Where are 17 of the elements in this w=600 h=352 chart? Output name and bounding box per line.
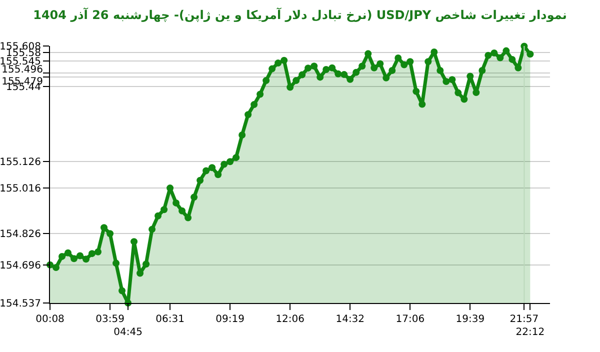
y-tick-label: 154.826 — [0, 229, 41, 240]
x-tick-label: 21:57 — [510, 314, 539, 325]
y-tick-label: 154.537 — [0, 298, 41, 310]
x-tick-label: 04:45 — [114, 327, 142, 338]
x-tick-label: 00:08 — [36, 314, 64, 325]
y-tick-label: 155.126 — [0, 157, 41, 168]
x-tick-label: 09:19 — [216, 314, 244, 325]
chart-title: نمودار تغییرات شاخص USD/JPY (نرخ تبادل دلار آمریکا و ین ژاپن)- چهارشنبه 26 آذر 1404 — [32, 8, 568, 22]
x-tick-label: 03:59 — [96, 314, 124, 325]
x-tick-label: 12:06 — [276, 314, 305, 325]
y-tick-label: 155.016 — [0, 184, 41, 195]
x-tick-label: 22:12 — [516, 327, 545, 338]
y-tick-label: 154.696 — [0, 260, 41, 272]
x-tick-label: 19:39 — [456, 314, 485, 325]
x-tick-label: 14:32 — [336, 314, 365, 325]
x-tick-label: 06:31 — [156, 314, 184, 325]
x-tick-label: 17:06 — [396, 314, 425, 325]
